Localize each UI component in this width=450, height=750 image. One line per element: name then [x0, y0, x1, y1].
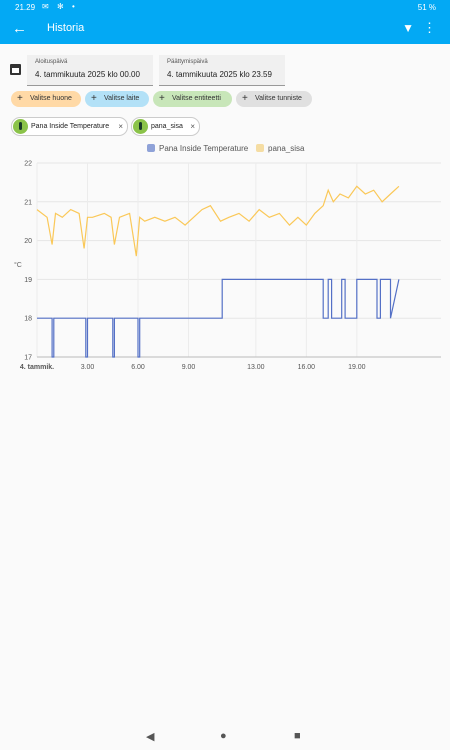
dot-icon: •: [72, 2, 75, 11]
choose-device-chip[interactable]: + Valitse laite: [85, 91, 149, 107]
x-tick-label: 13.00: [247, 364, 265, 371]
plus-icon: +: [17, 93, 23, 104]
nav-back-icon[interactable]: ◀: [146, 731, 155, 743]
x-tick-label: 3.00: [81, 364, 95, 371]
thermometer-icon: [133, 119, 148, 134]
close-icon[interactable]: ×: [190, 122, 195, 131]
series-line-pana-inside-temperature: [37, 278, 400, 358]
chip-label: Valitse tunniste: [255, 95, 302, 102]
choose-entity-chip[interactable]: + Valitse entiteetti: [153, 91, 232, 107]
chip-label: Valitse entiteetti: [172, 95, 221, 102]
x-tick-label: 16.00: [298, 364, 316, 371]
end-date-label: Päättymispäivä: [167, 59, 208, 65]
status-battery: 51 %: [417, 3, 436, 12]
x-tick-label: 6.00: [131, 364, 145, 371]
chip-label: Valitse laite: [104, 95, 140, 102]
x-tick-label: 9.00: [182, 364, 196, 371]
plus-icon: +: [242, 93, 248, 104]
plus-icon: +: [91, 93, 97, 104]
status-bar: 21.29 ✉ ✻ • 51 %: [0, 0, 450, 14]
entity-chip-pana-inside-temperature[interactable]: Pana Inside Temperature ×: [11, 117, 128, 136]
filter-remove-icon[interactable]: ▼: [402, 21, 414, 35]
y-tick-label: 22: [24, 161, 32, 168]
choose-area-chip[interactable]: + Valitse huone: [11, 91, 81, 107]
x-tick-label: 19.00: [348, 364, 366, 371]
entity-chip-pana-sisa[interactable]: pana_sisa ×: [131, 117, 200, 136]
nav-recents-icon[interactable]: ■: [294, 730, 301, 742]
legend-label: Pana Inside Temperature: [159, 144, 249, 153]
choose-label-chip[interactable]: + Valitse tunniste: [236, 91, 312, 107]
start-date-field[interactable]: Aloituspäivä 4. tammikuuta 2025 klo 00.0…: [27, 55, 153, 86]
system-nav-bar: ◀ ● ■: [0, 724, 450, 750]
status-time: 21.29: [15, 3, 36, 12]
series-line-pana-sisa: [36, 185, 400, 257]
y-tick-label: 18: [24, 316, 32, 323]
legend-label: pana_sisa: [268, 144, 305, 153]
history-chart: 22 21 20 19 18 17 4. tammik. 3.00 6.00 9.00 13.00…: [14, 161, 441, 371]
notification-icon: ✉: [42, 2, 49, 11]
legend-swatch: [256, 144, 264, 152]
plus-icon: +: [159, 93, 165, 104]
y-tick-label: 20: [24, 238, 32, 245]
entity-chip-label: Pana Inside Temperature: [31, 123, 110, 130]
entity-chip-label: pana_sisa: [151, 123, 183, 130]
x-tick-label: 4. tammik.: [20, 364, 54, 371]
start-date-value: 4. tammikuuta 2025 klo 00.00: [35, 70, 140, 79]
settings-icon: ✻: [57, 2, 64, 11]
page-title: Historia: [47, 22, 85, 34]
nav-home-icon[interactable]: ●: [220, 730, 227, 742]
start-date-label: Aloituspäivä: [35, 59, 68, 65]
y-tick-label: 17: [24, 355, 32, 362]
more-vert-icon[interactable]: ⋮: [423, 20, 436, 35]
end-date-value: 4. tammikuuta 2025 klo 23.59: [167, 70, 272, 79]
y-axis-label: °C: [14, 261, 22, 269]
y-tick-label: 21: [24, 199, 32, 206]
y-tick-label: 19: [24, 277, 32, 284]
legend-item-pana-sisa[interactable]: pana_sisa: [256, 144, 304, 153]
app-bar: ← Historia ▼ ⋮: [0, 14, 450, 44]
calendar-icon[interactable]: [10, 64, 21, 75]
chip-label: Valitse huone: [30, 95, 72, 102]
thermometer-icon: [13, 119, 28, 134]
legend-item-pana-inside-temperature[interactable]: Pana Inside Temperature: [147, 144, 248, 153]
close-icon[interactable]: ×: [118, 122, 123, 131]
arrow-back-icon[interactable]: ←: [12, 20, 27, 37]
legend-swatch: [147, 144, 155, 152]
end-date-field[interactable]: Päättymispäivä 4. tammikuuta 2025 klo 23…: [159, 55, 285, 86]
